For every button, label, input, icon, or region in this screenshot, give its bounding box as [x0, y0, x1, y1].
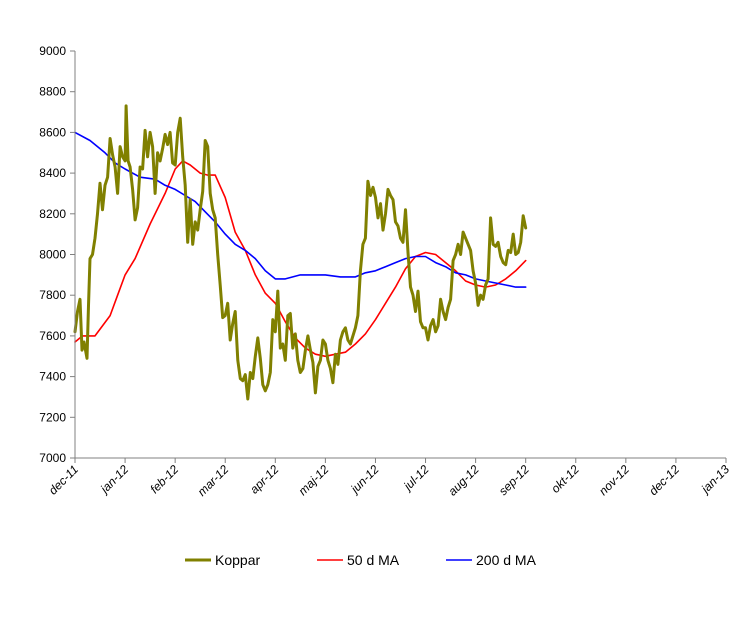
- x-tick-label: jun-12: [347, 462, 382, 497]
- legend-label-2: 200 d MA: [476, 552, 537, 568]
- series-line-1: [74, 160, 527, 358]
- y-tick-label: 8200: [39, 207, 66, 221]
- x-tick-label: sep-12: [496, 462, 532, 498]
- x-tick-label: dec-12: [646, 462, 682, 498]
- y-tick-label: 8600: [39, 125, 66, 139]
- y-tick-label: 7400: [39, 370, 66, 384]
- y-tick-label: 7200: [39, 410, 66, 424]
- y-axis-ticks: 7000 7200 7400 7600 7800 8000 8200 8400 8600 8800…: [39, 44, 75, 465]
- series-line-0: [73, 104, 528, 401]
- x-tick-label: apr-12: [247, 462, 282, 497]
- y-tick-label: 7000: [39, 451, 66, 465]
- axes: [74, 51, 726, 459]
- y-tick-label: 8000: [39, 248, 66, 262]
- y-tick-label: 7800: [39, 288, 66, 302]
- y-tick-label: 8800: [39, 85, 66, 99]
- x-tick-label: jul-12: [400, 462, 432, 494]
- x-tick-label: feb-12: [147, 462, 181, 496]
- x-axis-ticks: dec-11 jan-12 feb-12 mar-12 apr-12 maj-12 jun-…: [46, 458, 732, 499]
- x-tick-label: mar-12: [195, 462, 232, 499]
- x-tick-label: dec-11: [46, 462, 81, 497]
- x-tick-label: aug-12: [445, 462, 482, 499]
- legend: Koppar 50 d MA 200 d MA: [185, 552, 537, 568]
- y-tick-label: 7600: [39, 329, 66, 343]
- y-tick-label: 8400: [39, 166, 66, 180]
- x-tick-label: jan-13: [697, 462, 732, 497]
- legend-label-0: Koppar: [215, 552, 260, 568]
- x-tick-label: jan-12: [96, 462, 131, 497]
- legend-label-1: 50 d MA: [347, 552, 400, 568]
- plot-lines: [73, 104, 528, 401]
- y-tick-label: 9000: [39, 44, 66, 58]
- x-tick-label: nov-12: [596, 462, 632, 498]
- series-line-2: [74, 131, 527, 288]
- x-tick-label: maj-12: [296, 462, 332, 498]
- x-tick-label: okt-12: [548, 462, 582, 496]
